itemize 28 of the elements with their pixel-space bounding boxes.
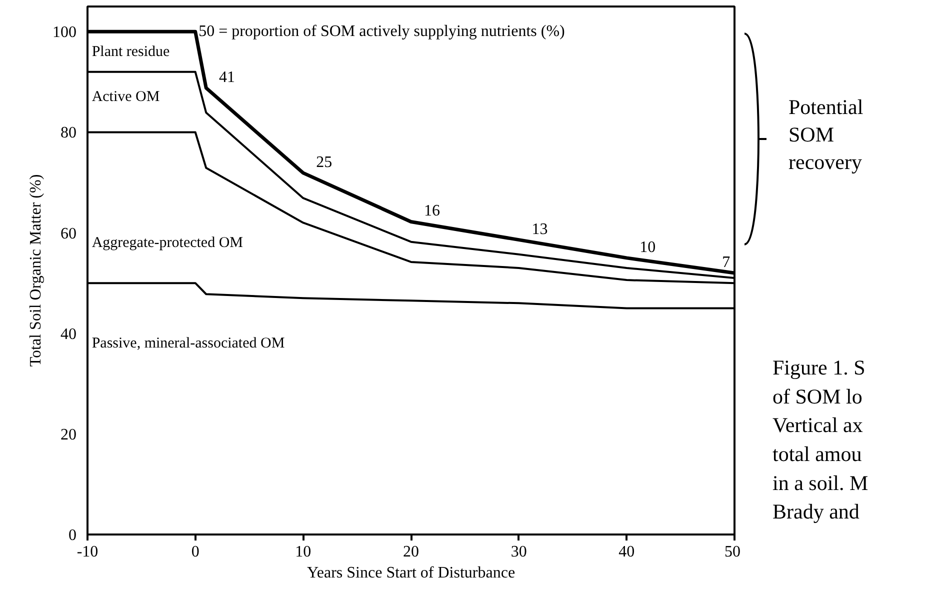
y-tick-label: 60 [60, 225, 76, 242]
annotation: 13 [532, 220, 548, 238]
annotation: 7 [722, 254, 730, 271]
x-tick-label: 0 [191, 544, 200, 560]
x-tick-label: -10 [76, 544, 98, 560]
annotation: Plant residue [92, 44, 170, 60]
annotation: 25 [316, 154, 332, 171]
x-tick-label: 40 [618, 544, 635, 560]
text: Potential SOM recovery [788, 95, 864, 174]
caption: Figure 1. S of SOM lo Vertical ax total amou in a soil. M Brady and [772, 356, 868, 524]
annotation: Passive, mineral-associated OM [92, 335, 285, 352]
y-tick-label: 20 [60, 426, 76, 444]
y-tick-label: 80 [60, 124, 76, 142]
annotation: 50 = proportion of SOM actively supplying nutrients (%) [198, 23, 565, 40]
x-tick-label: 50 [724, 544, 740, 560]
annotation: Aggregate-protected OM [92, 234, 243, 251]
x-tick-label: 20 [403, 544, 419, 560]
annotation: 10 [640, 238, 656, 256]
x-tick-label: 30 [510, 544, 527, 560]
annotation: 16 [424, 202, 440, 220]
x-tick-label: 10 [295, 544, 312, 560]
y-axis-title: Total Soil Organic Matter (%) [28, 174, 44, 367]
annotation: Active OM [92, 89, 160, 106]
y-tick-label: 40 [60, 326, 76, 343]
y-tick-label: 100 [52, 24, 76, 42]
annotation: 41 [219, 68, 236, 86]
y-tick-label: 0 [68, 527, 76, 544]
x-axis-title: Years Since Start of Disturbance [306, 564, 516, 582]
